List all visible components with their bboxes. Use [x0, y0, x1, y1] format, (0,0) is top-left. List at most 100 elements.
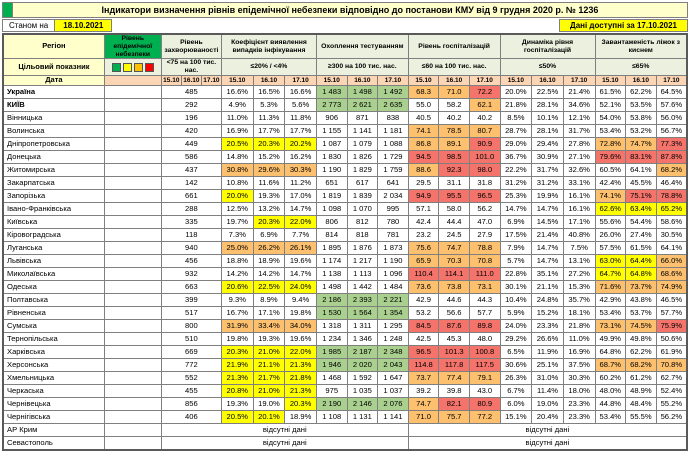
value-cell: 1 592 — [346, 370, 379, 385]
date-cell: 15.10 — [160, 75, 182, 86]
date-cell: 17.10 — [200, 75, 222, 86]
value-cell: 17.0% — [284, 188, 317, 203]
table-row: Івано-Франківська 288 12.5% 13.2% 14.7% 1 098… — [2, 201, 688, 216]
risk-level-cell — [103, 383, 162, 398]
region-name-cell: Чернівецька — [2, 396, 105, 411]
region-header: Регіон — [2, 33, 105, 60]
value-cell: 14.7% — [531, 253, 564, 268]
value-cell: 77.2 — [468, 409, 501, 424]
incidence-cell: 517 — [160, 305, 222, 320]
value-cell: 780 — [377, 214, 409, 229]
value-cell: 42.9 — [407, 292, 440, 307]
table-row: Сумська 800 31.9% 33.4% 34.0% 1 318 1 311 1 295… — [2, 318, 688, 333]
value-cell: 10.4% — [499, 292, 533, 307]
region-name-cell: Тернопільська — [2, 331, 105, 346]
value-cell: 96.5 — [468, 188, 501, 203]
value-cell: 57.6% — [655, 97, 688, 112]
indicators-table: Регіон Рівень епідемічної небезпеки Ріве… — [2, 33, 688, 451]
value-cell: 78.8 — [468, 240, 501, 255]
value-cell: 13.1% — [562, 253, 596, 268]
value-cell: 42.5 — [407, 331, 440, 346]
value-cell: 24.0% — [284, 279, 317, 294]
as-of-date: 18.10.2021 — [55, 19, 113, 32]
value-cell: 11.9% — [531, 344, 564, 359]
value-cell: 83.1% — [625, 149, 657, 164]
incidence-cell: 485 — [160, 84, 222, 99]
value-cell: 1 190 — [315, 162, 348, 177]
value-cell: 20.3% — [220, 344, 254, 359]
incidence-cell: 772 — [160, 357, 222, 372]
value-cell: 33.1% — [562, 175, 596, 190]
value-cell: 117.8 — [438, 357, 470, 372]
value-cell: 75.7 — [438, 409, 470, 424]
value-cell: 6.0% — [499, 396, 533, 411]
value-cell: 86.8 — [407, 136, 440, 151]
value-cell: 44.8% — [594, 396, 627, 411]
value-cell: 871 — [346, 110, 379, 125]
legend-color-swatch — [122, 62, 132, 72]
table-row: Тернопільська 510 19.8% 19.3% 19.6% 1 234 1 34… — [2, 331, 688, 346]
value-cell: 64.4% — [625, 253, 657, 268]
header-row-dates: Дата 15.10 16.10 17.10 15.10 16.10 17.10 15.10… — [2, 75, 688, 86]
group-header-hospitalization: Рівень госпіталізацій — [407, 33, 501, 60]
table-row: Полтавська 399 9.3% 8.9% 9.4% 2 186 2 393 2 221… — [2, 292, 688, 307]
value-cell: 781 — [377, 227, 409, 242]
value-cell: 27.1% — [562, 149, 596, 164]
value-cell: 5.3% — [252, 97, 286, 112]
value-cell: 15.2% — [252, 149, 286, 164]
table-row: Житомирська 437 30.8% 29.6% 30.3% 1 190 1 829 1… — [2, 162, 688, 177]
risk-level-cell — [103, 136, 162, 151]
value-cell: 56.7% — [655, 123, 688, 138]
value-cell: 62.2% — [625, 344, 657, 359]
table-row: Кіровоградська 118 7.3% 6.9% 7.7% 814 818 781 23… — [2, 227, 688, 242]
value-cell: 34.0% — [284, 318, 317, 333]
value-cell: 5.7% — [499, 253, 533, 268]
value-cell: 22.0% — [284, 344, 317, 359]
value-cell: 5.9% — [499, 305, 533, 320]
target-hospital-dynamics: ≤50% — [499, 58, 596, 77]
value-cell: 651 — [315, 175, 348, 190]
value-cell: 21.9% — [220, 357, 254, 372]
date-cell: 16.10 — [438, 75, 470, 86]
value-cell: 64.7% — [594, 266, 627, 281]
value-cell: 2 020 — [346, 357, 379, 372]
value-cell: 1 035 — [346, 383, 379, 398]
value-cell: 68.7% — [594, 357, 627, 372]
value-cell: 30.8% — [220, 162, 254, 177]
date-cell: 17.10 — [655, 75, 688, 86]
value-cell: 2 146 — [346, 396, 379, 411]
meta-row: Станом на 18.10.2021 Дані доступні за 17… — [2, 19, 688, 32]
value-cell: 31.9% — [220, 318, 254, 333]
value-cell: 34.6% — [562, 97, 596, 112]
value-cell: 18.9% — [284, 409, 317, 424]
value-cell: 11.3% — [252, 110, 286, 125]
value-cell: 21.8% — [562, 318, 596, 333]
region-name-cell: Миколаївська — [2, 266, 105, 281]
value-cell: 12.1% — [562, 110, 596, 125]
table-row: Львівська 456 18.8% 18.9% 19.6% 1 174 1 217 1 1… — [2, 253, 688, 268]
value-cell: 19.6% — [284, 253, 317, 268]
value-cell: 46.5% — [655, 292, 688, 307]
value-cell: 15.1% — [499, 409, 533, 424]
value-cell: 1 138 — [315, 266, 348, 281]
risk-level-cell — [103, 370, 162, 385]
value-cell: 64.8% — [625, 266, 657, 281]
target-label: Цільовий показник — [2, 58, 105, 77]
value-cell: 20.8% — [220, 383, 254, 398]
value-cell: 23.2 — [407, 227, 440, 242]
value-cell: 1 217 — [346, 253, 379, 268]
incidence-cell: 552 — [160, 370, 222, 385]
value-cell: 20.5% — [220, 409, 254, 424]
value-cell: 61.2% — [625, 370, 657, 385]
title-bar: Індикатори визначення рівнів епідемічної… — [2, 2, 688, 18]
value-cell: 19.3% — [220, 396, 254, 411]
incidence-cell: 800 — [160, 318, 222, 333]
value-cell: 54.0% — [594, 110, 627, 125]
value-cell: 20.6% — [220, 279, 254, 294]
region-name-cell: Черкаська — [2, 383, 105, 398]
value-cell: 77.4 — [438, 370, 470, 385]
risk-level-header: Рівень епідемічної небезпеки — [103, 33, 162, 60]
value-cell: 73.8 — [438, 279, 470, 294]
value-cell: 838 — [377, 110, 409, 125]
risk-level-cell — [103, 266, 162, 281]
